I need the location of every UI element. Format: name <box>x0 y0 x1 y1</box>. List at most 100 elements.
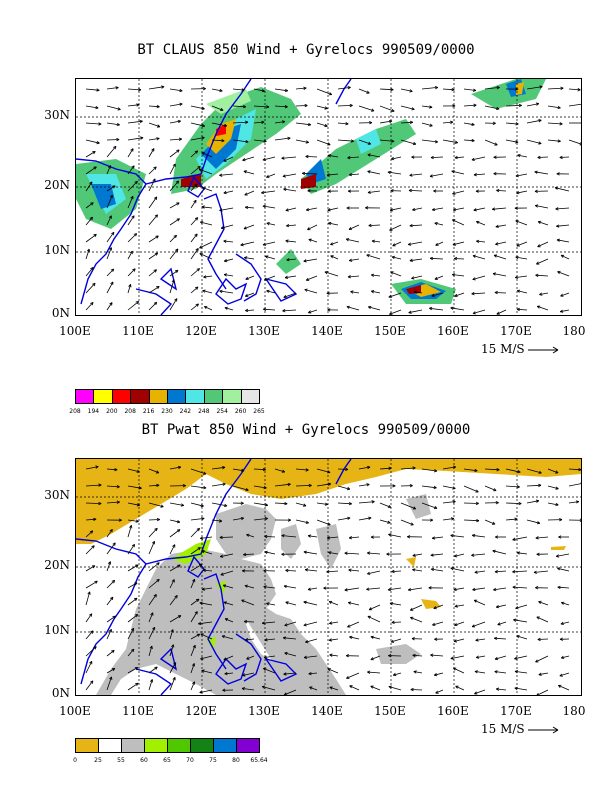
wind-vector <box>493 587 507 591</box>
wind-vector <box>85 181 93 192</box>
wind-vector-head <box>287 518 291 522</box>
wind-vector <box>516 552 528 555</box>
wind-vector <box>281 535 297 538</box>
wind-vector-head <box>109 194 113 199</box>
wind-vector <box>568 139 581 145</box>
wind-vector <box>127 648 135 657</box>
wind-vector-head <box>555 470 559 474</box>
wind-vector <box>463 502 479 504</box>
wind-vector <box>349 258 360 261</box>
wind-vector-head <box>93 517 97 522</box>
wind-vector-head <box>113 145 117 150</box>
wind-vector <box>514 687 528 691</box>
wind-vector <box>496 604 507 608</box>
wind-vector-head <box>303 259 307 263</box>
wind-vector <box>408 587 423 591</box>
wind-vector-head <box>412 141 417 146</box>
wind-vector-head <box>195 598 200 602</box>
wind-vector <box>472 587 486 591</box>
wind-vector-head <box>430 518 434 522</box>
wind-vector <box>232 88 245 91</box>
wind-vector-head <box>281 469 286 473</box>
wind-vector-head <box>111 579 116 584</box>
lon-label: 160E <box>437 704 469 718</box>
wind-vector-head <box>139 119 143 124</box>
wind-vector <box>106 146 117 158</box>
wind-vector <box>190 286 199 294</box>
wind-vector-head <box>433 672 438 677</box>
wind-vector <box>224 672 234 675</box>
wind-vector-head <box>370 273 375 277</box>
wind-vector <box>366 254 381 260</box>
wind-vector-head <box>177 465 182 470</box>
wind-vector <box>127 180 138 192</box>
legend-label: 194 <box>87 408 100 415</box>
wind-vector <box>169 629 174 640</box>
wind-vector <box>245 292 255 297</box>
wind-vector <box>493 254 507 260</box>
wind-vector <box>148 679 153 691</box>
wind-vector-head <box>476 518 480 523</box>
wind-vector-head <box>201 106 205 110</box>
wind-vector-head <box>407 587 412 592</box>
wind-vector-head <box>327 189 331 193</box>
wind-vector <box>421 485 437 489</box>
wind-vector-head <box>475 489 479 493</box>
wind-vector <box>106 629 112 640</box>
wind-vector <box>190 645 196 657</box>
wind-vector-head <box>518 501 522 506</box>
wind-vector <box>538 672 549 676</box>
wind-vector <box>169 120 181 124</box>
legend-swatch <box>167 389 187 404</box>
wind-vector <box>190 248 199 260</box>
wind-vector-head <box>282 309 286 313</box>
wind-vector <box>284 689 297 695</box>
panel1-title: BT CLAUS 850 Wind + Gyrelocs 990509/0000 <box>137 42 475 58</box>
wind-vector <box>201 550 213 555</box>
wind-vector-head <box>453 587 457 591</box>
wind-vector-head <box>194 286 199 290</box>
wind-vector <box>547 139 561 142</box>
wind-vector <box>199 602 213 606</box>
wind-vector-head <box>191 663 195 667</box>
wind-vector-head <box>429 123 433 127</box>
wind-vector-head <box>179 102 183 106</box>
wind-vector <box>127 525 132 538</box>
wind-vector <box>106 87 119 90</box>
wind-vector <box>169 149 180 158</box>
wind-vector-head <box>346 675 350 679</box>
wind-vector-head <box>560 621 564 625</box>
wind-vector-head <box>110 281 114 285</box>
wind-vector <box>539 292 549 295</box>
wind-vector-head <box>560 293 564 297</box>
wind-vector-head <box>391 139 395 143</box>
wind-vector <box>408 190 423 192</box>
wind-vector-head <box>194 150 199 154</box>
wind-vector-head <box>347 601 352 605</box>
wind-vector-head <box>559 122 563 126</box>
wind-vector-head <box>156 286 160 290</box>
wind-vector <box>127 233 137 243</box>
wind-vector-head <box>428 586 432 590</box>
wind-vector-head <box>176 529 181 533</box>
wind-vector-head <box>241 468 245 472</box>
wind-vector <box>526 500 539 504</box>
wind-vector-head <box>450 517 455 521</box>
wind-vector <box>169 138 182 141</box>
legend-label: 242 <box>179 408 192 415</box>
wind-vector-head <box>93 646 97 650</box>
wind-vector-head <box>496 188 500 193</box>
wind-vector <box>526 119 542 124</box>
wind-vector-head <box>284 105 288 109</box>
wind-vector-head <box>539 292 543 296</box>
wind-vector-head <box>140 136 144 140</box>
wind-vector <box>512 586 528 589</box>
wind-vector <box>400 502 416 510</box>
wind-vector-head <box>223 158 227 162</box>
wind-vector <box>367 615 381 623</box>
wind-vector-head <box>176 520 181 524</box>
wind-vector-head <box>201 205 205 209</box>
wind-vector <box>200 655 213 660</box>
wind-vector <box>347 156 360 159</box>
wind-vector <box>494 655 507 660</box>
